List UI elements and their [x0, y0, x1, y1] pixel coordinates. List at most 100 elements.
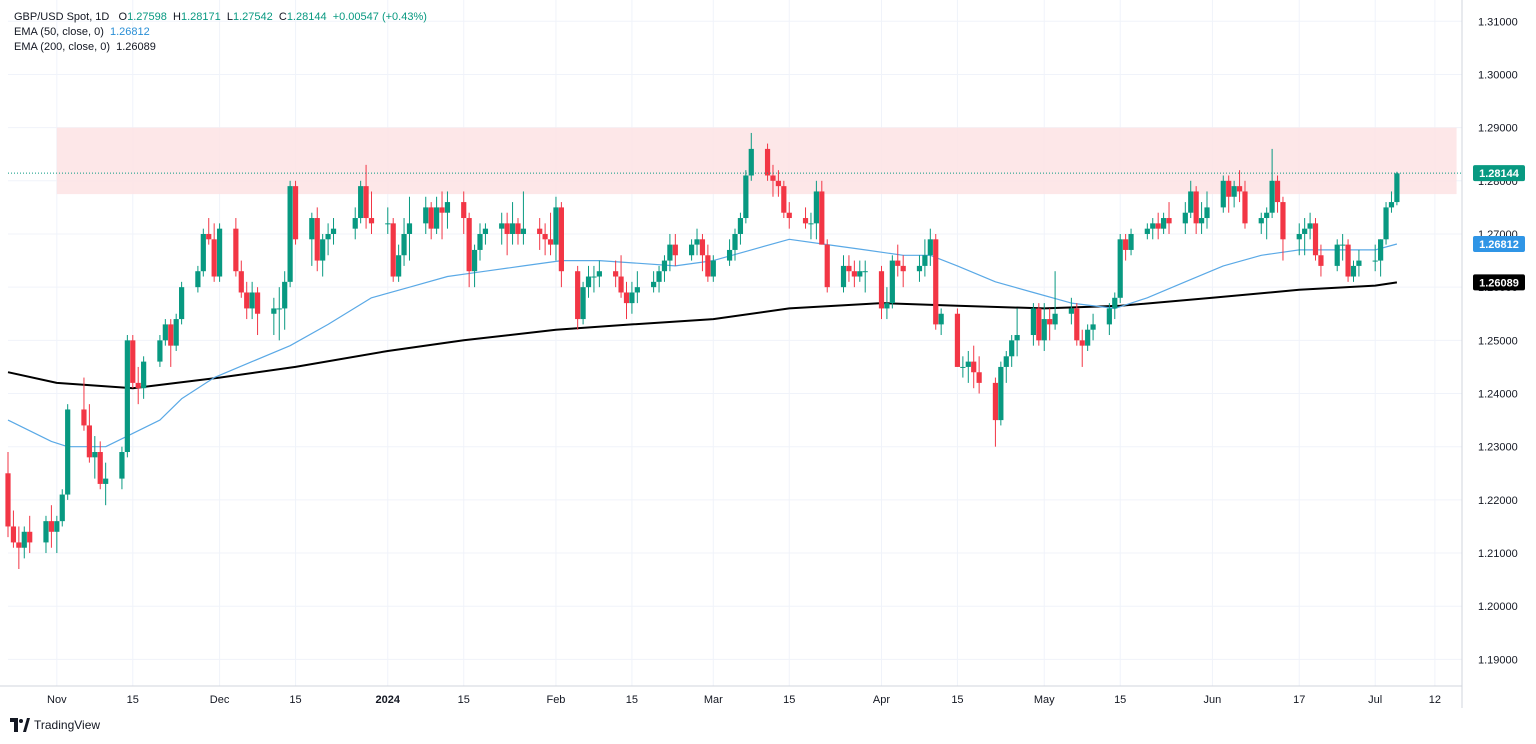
candle-122 [933, 233, 939, 330]
open-label: O [118, 11, 128, 23]
candle-body [1085, 329, 1091, 346]
x-axis-labels: Nov 15 Dec 15 2024 15 Feb 15 Mar 15 Apr 15 May 15 Jun 1… [47, 694, 1441, 706]
candle-56 [434, 196, 440, 234]
candle-body [390, 223, 396, 277]
candle-body [992, 382, 999, 421]
tradingview-logo[interactable]: TradingView [10, 718, 100, 732]
chart-legend: GBP/USD Spot, 1D O1.27598 H1.28171 L1.27… [14, 10, 427, 55]
y-tick-label: 1.23000 [1478, 442, 1518, 454]
candle-115 [884, 287, 890, 320]
ema50-label: EMA (50, close, 0) [14, 26, 104, 38]
candle-body [1340, 244, 1346, 246]
candle-body [1068, 308, 1074, 314]
candle-113 [862, 260, 868, 293]
candle-177 [1350, 260, 1357, 282]
candle-body [1014, 335, 1020, 341]
candle-105 [808, 212, 814, 240]
candle-14 [103, 462, 109, 506]
candle-5 [43, 515, 49, 554]
candle-3 [21, 526, 27, 559]
candle-130 [998, 361, 1004, 426]
candle-body [27, 531, 33, 543]
symbol-label[interactable]: GBP/USD Spot, 1D [14, 11, 110, 23]
last-price-badge-label: 1.28144 [1479, 168, 1520, 180]
candle-47 [363, 164, 369, 229]
x-tick-label: 15 [289, 694, 301, 706]
candle-body [254, 292, 261, 314]
candle-body [965, 361, 971, 367]
candle-body [575, 271, 581, 320]
candle-body [162, 324, 168, 341]
candle-body [81, 409, 87, 426]
candle-body [591, 276, 597, 278]
y-tick-label: 1.21000 [1478, 548, 1518, 560]
candle-body [1161, 218, 1167, 229]
candle-body [770, 175, 776, 181]
candle-124 [954, 308, 961, 367]
candle-20 [157, 335, 163, 367]
candle-11 [86, 404, 92, 463]
candle-body [1009, 340, 1015, 357]
candle-body [1182, 212, 1188, 224]
candle-body [1226, 180, 1232, 197]
ema50-badge-label: 1.26812 [1479, 239, 1519, 251]
candle-body [802, 218, 809, 224]
candle-60 [466, 212, 472, 288]
candle-10 [81, 377, 87, 431]
candle-body [1074, 308, 1080, 341]
candle-85 [656, 265, 662, 293]
candle-57 [439, 191, 445, 240]
candle-63 [482, 223, 489, 245]
candle-body [130, 340, 136, 383]
candle-body [824, 244, 830, 288]
candle-136 [1041, 303, 1047, 351]
x-tick-label: 15 [951, 694, 963, 706]
candle-67 [515, 218, 521, 245]
candle-body [1128, 233, 1134, 250]
candle-body [368, 218, 375, 224]
candle-body [499, 223, 505, 229]
ema200-line [7, 281, 1398, 390]
candle-body [434, 207, 440, 229]
high-label: H [173, 11, 181, 23]
candle-103 [786, 202, 792, 229]
candle-107 [819, 180, 825, 245]
resistance-zone [56, 127, 1457, 195]
candle-body [1378, 239, 1384, 261]
candle-body [1123, 239, 1129, 250]
candle-body [48, 521, 55, 532]
candle-body [1231, 186, 1237, 197]
ema50-value: 1.26812 [110, 26, 150, 38]
candle-body [726, 249, 733, 261]
candle-body [688, 244, 695, 256]
candle-body [238, 271, 244, 293]
candle-66 [509, 202, 516, 245]
candle-body [10, 526, 17, 543]
candle-45 [352, 207, 358, 240]
candle-132 [1009, 335, 1015, 367]
candle-body [233, 228, 239, 272]
candle-body [547, 239, 554, 245]
candle-body [168, 324, 174, 346]
candle-142 [1085, 324, 1091, 351]
y-tick-label: 1.20000 [1478, 601, 1518, 613]
candle-body [325, 233, 331, 240]
candle-182 [1388, 191, 1395, 213]
candle-body [1274, 180, 1281, 203]
ema50-row[interactable]: EMA (50, close, 0) 1.26812 [14, 25, 427, 40]
candle-body [651, 281, 657, 288]
candle-94 [726, 239, 733, 266]
candle-2 [16, 526, 22, 570]
candles [5, 132, 1400, 570]
candle-body [509, 223, 516, 234]
x-tick-label: 15 [783, 694, 795, 706]
candle-40 [309, 212, 315, 266]
candle-61 [471, 244, 478, 288]
candle-body [694, 239, 700, 245]
ema200-row[interactable]: EMA (200, close, 0) 1.26089 [14, 40, 427, 55]
low-label: L [226, 11, 233, 23]
candle-body [119, 452, 125, 479]
candle-34 [254, 287, 261, 336]
candle-body [900, 265, 906, 272]
